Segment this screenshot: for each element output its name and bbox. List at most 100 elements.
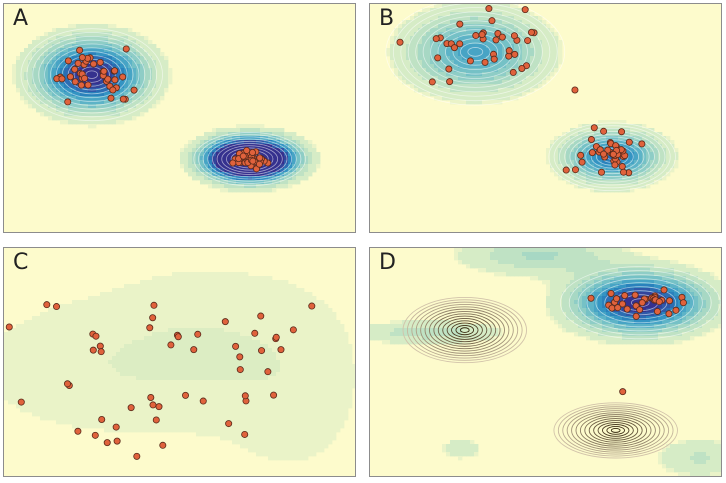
panel-b-point: [446, 78, 454, 86]
panel-c-point: [127, 404, 135, 412]
panel-c-point: [43, 301, 51, 309]
panel-d-point: [655, 298, 663, 306]
panel-a-point: [71, 65, 79, 73]
panel-a-point: [78, 53, 86, 61]
panel-c-point: [152, 416, 160, 424]
panel-b-point: [432, 35, 440, 43]
panel-c-point: [96, 342, 104, 350]
panel-c-point: [236, 366, 244, 374]
panel-b: B: [369, 3, 722, 233]
panel-b-point: [456, 40, 464, 48]
panel-c-point: [221, 318, 229, 326]
panel-a-points: [53, 45, 272, 173]
panel-b-point: [396, 38, 404, 46]
panel-b-point: [625, 138, 633, 146]
panel-b-point: [434, 54, 442, 62]
panel-c-point: [277, 346, 285, 354]
panel-a-point: [248, 148, 256, 156]
panel-b-point: [588, 149, 596, 157]
panel-a-point: [109, 86, 117, 94]
panel-d-point: [607, 289, 615, 297]
panel-c-point: [103, 439, 111, 447]
panel-a-plot: [4, 4, 355, 232]
panel-c-point: [159, 441, 167, 449]
panel-b-point: [597, 168, 605, 176]
panel-a-point: [66, 73, 74, 81]
panel-a-point: [119, 73, 127, 81]
panel-d-plot: [370, 248, 721, 476]
panel-c-point: [174, 333, 182, 341]
panel-c-point: [91, 431, 99, 439]
panel-b-point: [578, 158, 586, 166]
panel-a-point: [119, 95, 127, 103]
panel-b-point: [456, 20, 464, 28]
panel-a: A: [3, 3, 356, 233]
panel-a-point: [76, 46, 84, 54]
panel-c-point: [150, 301, 158, 309]
panel-d-point: [653, 307, 661, 315]
panel-b-point: [600, 127, 608, 135]
panel-b-point: [518, 64, 526, 72]
panel-d-point: [608, 304, 616, 312]
panel-a-point: [111, 76, 119, 84]
panel-a-point: [74, 59, 82, 67]
panel-b-point: [571, 86, 579, 94]
panel-b-points: [396, 5, 646, 177]
panel-c-point: [149, 401, 157, 409]
panel-c-point: [199, 397, 207, 405]
panel-c-point: [92, 332, 100, 340]
panel-b-point: [587, 136, 595, 144]
panel-a-point: [100, 67, 108, 75]
panel-c-point: [155, 403, 163, 411]
panel-b-point: [521, 6, 529, 14]
panel-b-point: [498, 33, 506, 41]
panel-a-point: [104, 75, 112, 83]
panel-b-point: [510, 32, 518, 40]
panel-c-point: [257, 312, 265, 320]
panel-d-point: [679, 299, 687, 307]
panel-b-point: [618, 163, 626, 171]
panel-b-point: [638, 140, 646, 148]
panel-a-point: [122, 45, 130, 53]
panel-c-point: [17, 398, 25, 406]
panel-c-point: [167, 341, 175, 349]
panel-b-point: [494, 30, 502, 38]
panel-a-point: [71, 78, 79, 86]
panel-c-point: [98, 415, 106, 423]
panel-b-point: [505, 47, 513, 55]
panel-d-point: [587, 294, 595, 302]
panel-b-point: [577, 151, 585, 159]
panel-c-point: [182, 391, 190, 399]
panel-a-point: [90, 60, 98, 68]
panel-c-point: [149, 314, 157, 322]
panel-c-point: [89, 346, 97, 354]
panel-d-point: [665, 310, 673, 318]
panel-d-label: D: [379, 250, 396, 275]
panel-a-point: [255, 160, 263, 168]
panel-c-point: [236, 353, 244, 361]
panel-c-point: [74, 427, 82, 435]
panel-b-point: [450, 44, 458, 52]
panel-d-points: [587, 286, 687, 396]
panel-d: D: [369, 247, 722, 477]
panel-b-point: [571, 166, 579, 174]
panel-a-point: [96, 58, 104, 66]
panel-a-point: [64, 98, 72, 106]
panel-a-point: [58, 75, 66, 83]
panel-b-label: B: [379, 6, 395, 31]
panel-b-point: [511, 50, 519, 58]
panel-c-density: [4, 272, 355, 461]
panel-a-point: [111, 67, 119, 75]
panel-b-point: [609, 150, 617, 158]
panel-b-point: [600, 150, 608, 158]
panel-d-point: [672, 306, 680, 314]
panel-c-point: [97, 348, 105, 356]
panel-d-point: [621, 292, 629, 300]
panel-b-point: [445, 65, 453, 73]
panel-c: C: [3, 247, 356, 477]
panel-c-point: [308, 302, 316, 310]
panel-b-point: [481, 58, 489, 66]
panel-c-point: [5, 323, 13, 331]
panel-b-point: [490, 55, 498, 63]
panel-d-point: [660, 286, 668, 294]
